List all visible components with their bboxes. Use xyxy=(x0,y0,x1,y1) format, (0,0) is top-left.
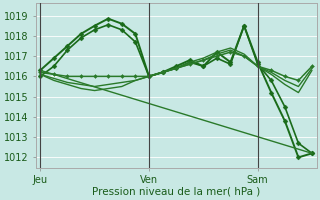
X-axis label: Pression niveau de la mer( hPa ): Pression niveau de la mer( hPa ) xyxy=(92,187,260,197)
